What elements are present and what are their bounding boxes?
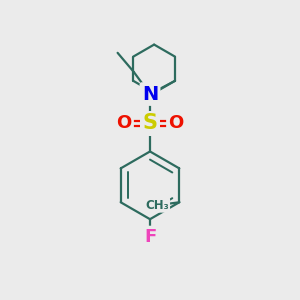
Text: N: N — [142, 85, 158, 104]
Text: F: F — [144, 228, 156, 246]
Text: S: S — [142, 113, 158, 134]
Text: CH₃: CH₃ — [146, 199, 169, 212]
Text: O: O — [116, 115, 132, 133]
Text: O: O — [168, 115, 184, 133]
